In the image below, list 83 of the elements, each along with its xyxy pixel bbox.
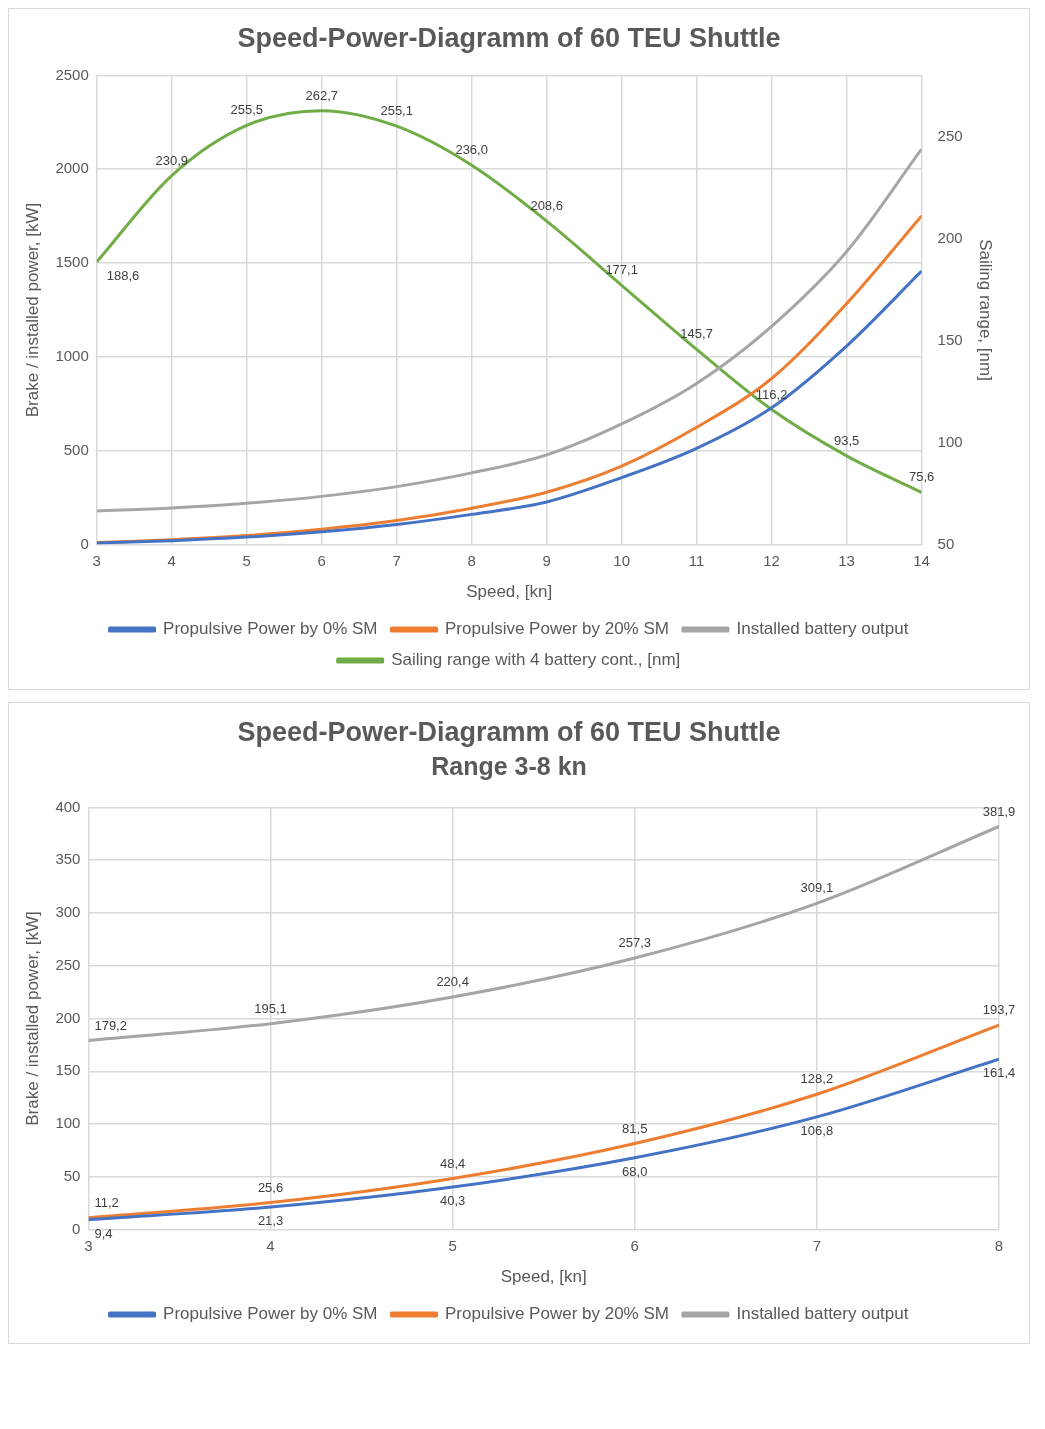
x-tick-label: 6	[630, 1236, 639, 1254]
y-axis-title: Brake / installed power, [kW]	[22, 202, 42, 418]
x-tick-label: 12	[763, 551, 780, 569]
data-label: 236,0	[455, 142, 488, 158]
y-tick-label: 500	[63, 440, 89, 458]
x-tick-label: 7	[392, 551, 401, 569]
y2-tick-label: 200	[937, 228, 963, 246]
x-tick-label: 4	[167, 551, 176, 569]
x-axis-title: Speed, [kn]	[466, 582, 553, 602]
y-tick-label: 2500	[55, 65, 89, 83]
y-tick-label: 150	[55, 1061, 81, 1079]
legend-label: Propulsive Power by 20% SM	[445, 619, 669, 639]
y-tick-label: 250	[55, 955, 81, 973]
data-label: 309,1	[800, 880, 834, 896]
y-tick-label: 50	[63, 1166, 81, 1184]
x-tick-label: 8	[994, 1236, 1004, 1254]
y-tick-label: 350	[55, 850, 81, 868]
data-label: 188,6	[106, 267, 140, 283]
y2-tick-label: 50	[937, 534, 955, 552]
data-label: 177,1	[605, 262, 638, 278]
y2-axis-title: Sailing range, [nm]	[976, 239, 996, 381]
y-tick-label: 100	[55, 1114, 81, 1132]
x-tick-label: 5	[242, 551, 251, 569]
y-tick-label: 300	[55, 903, 81, 921]
chart-title: Speed-Power-Diagramm of 60 TEU Shuttle	[237, 716, 781, 747]
y2-tick-label: 250	[937, 126, 963, 144]
data-label: 116,2	[755, 386, 788, 402]
x-tick-label: 14	[913, 551, 930, 569]
y-axis-title: Brake / installed power, [kW]	[22, 911, 42, 1126]
legend-label: Propulsive Power by 20% SM	[445, 1304, 669, 1324]
y-tick-label: 400	[55, 797, 81, 815]
data-label: 208,6	[530, 198, 563, 214]
x-tick-label: 10	[613, 551, 630, 569]
data-label: 68,0	[622, 1163, 648, 1179]
y-tick-label: 2000	[55, 159, 89, 177]
data-label: 21,3	[257, 1213, 284, 1229]
x-tick-label: 6	[317, 551, 326, 569]
data-label: 9,4	[94, 1225, 113, 1241]
data-label: 25,6	[257, 1179, 284, 1195]
legend-label: Installed battery output	[736, 619, 909, 639]
x-tick-label: 3	[92, 551, 101, 569]
x-axis-title: Speed, [kn]	[500, 1267, 587, 1287]
data-label: 75,6	[908, 469, 935, 485]
x-tick-label: 8	[467, 551, 476, 569]
data-label: 220,4	[436, 974, 469, 990]
data-label: 257,3	[618, 935, 652, 951]
data-label: 48,4	[440, 1155, 466, 1171]
data-label: 262,7	[305, 87, 338, 103]
legend-label: Propulsive Power by 0% SM	[163, 619, 378, 639]
x-tick-label: 11	[688, 551, 705, 569]
y-tick-label: 200	[55, 1008, 81, 1026]
legend-label: Installed battery output	[736, 1304, 909, 1324]
y-tick-label: 0	[80, 534, 89, 552]
data-label: 255,5	[230, 102, 264, 118]
x-tick-label: 5	[448, 1236, 457, 1254]
data-label: 145,7	[680, 326, 713, 342]
data-label: 179,2	[94, 1017, 127, 1033]
data-label: 193,7	[982, 1002, 1016, 1018]
data-label: 161,4	[982, 1065, 1016, 1081]
y-tick-label: 0	[72, 1219, 81, 1237]
data-label: 81,5	[622, 1120, 648, 1136]
data-label: 106,8	[800, 1122, 834, 1138]
data-label: 381,9	[982, 803, 1016, 819]
chart-title: Speed-Power-Diagramm of 60 TEU Shuttle	[237, 22, 781, 53]
x-tick-label: 9	[542, 551, 551, 569]
x-tick-label: 13	[838, 551, 855, 569]
chart-subtitle: Range 3-8 kn	[431, 752, 587, 781]
data-label: 11,2	[94, 1194, 119, 1210]
data-label: 195,1	[254, 1000, 287, 1016]
data-label: 93,5	[833, 432, 860, 448]
x-tick-label: 3	[84, 1236, 93, 1254]
x-tick-label: 4	[266, 1236, 275, 1254]
legend-label: Sailing range with 4 battery cont., [nm]	[391, 650, 681, 670]
legend-label: Propulsive Power by 0% SM	[163, 1304, 378, 1324]
data-label: 40,3	[440, 1193, 466, 1209]
data-label: 255,1	[380, 103, 413, 119]
data-label: 230,9	[155, 152, 189, 168]
y-tick-label: 1500	[55, 253, 89, 271]
x-tick-label: 7	[812, 1236, 822, 1254]
y2-tick-label: 100	[937, 432, 963, 450]
data-label: 128,2	[800, 1071, 834, 1087]
y-tick-label: 1000	[55, 347, 89, 365]
y2-tick-label: 150	[937, 330, 963, 348]
